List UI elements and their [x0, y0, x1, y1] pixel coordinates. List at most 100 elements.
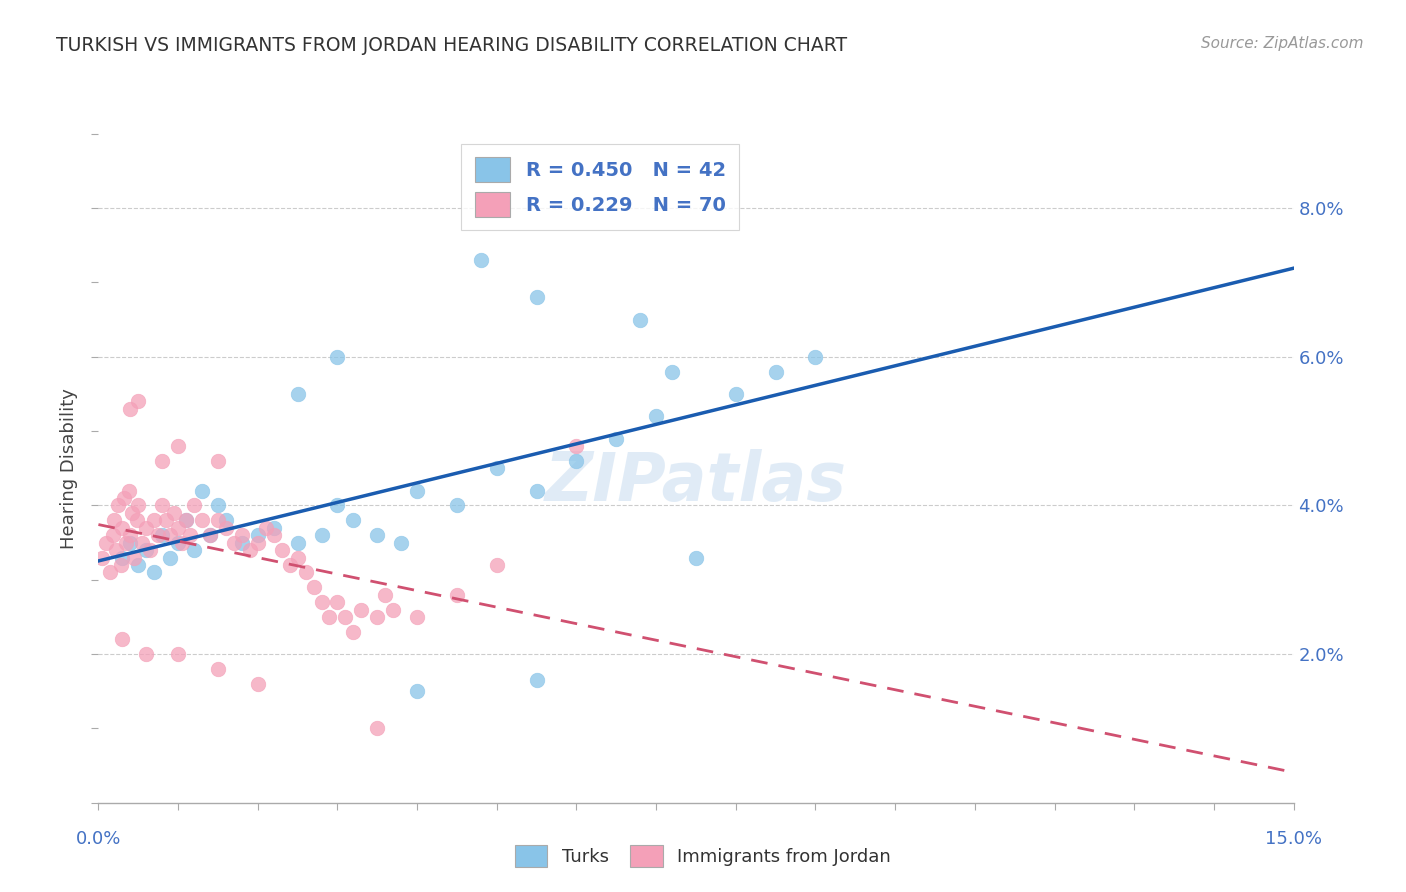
Point [287, 387, 309, 401]
Point [246, 528, 269, 542]
Point [183, 543, 205, 558]
Point [526, 673, 548, 688]
Point [174, 513, 197, 527]
Point [150, 499, 173, 513]
Point [91, 550, 114, 565]
Point [110, 558, 132, 572]
Point [287, 535, 309, 549]
Point [163, 506, 186, 520]
Point [342, 624, 364, 639]
Point [645, 409, 668, 424]
Point [191, 483, 214, 498]
Point [366, 722, 388, 736]
Point [150, 528, 173, 542]
Point [526, 290, 548, 304]
Point [127, 558, 149, 572]
Point [215, 513, 238, 527]
Point [159, 550, 181, 565]
Point [143, 513, 166, 527]
Legend: R = 0.450   N = 42, R = 0.229   N = 70: R = 0.450 N = 42, R = 0.229 N = 70 [461, 144, 740, 230]
Point [135, 647, 157, 661]
Point [335, 610, 357, 624]
Point [254, 521, 277, 535]
Text: 15.0%: 15.0% [1265, 830, 1322, 847]
Text: TURKISH VS IMMIGRANTS FROM JORDAN HEARING DISABILITY CORRELATION CHART: TURKISH VS IMMIGRANTS FROM JORDAN HEARIN… [56, 36, 848, 54]
Point [127, 394, 149, 409]
Point [318, 610, 340, 624]
Point [278, 558, 301, 572]
Point [326, 350, 349, 364]
Point [565, 439, 588, 453]
Point [311, 528, 333, 542]
Point [661, 365, 683, 379]
Text: ZIPatlas: ZIPatlas [546, 449, 846, 515]
Point [125, 513, 148, 527]
Point [159, 528, 181, 542]
Point [121, 506, 143, 520]
Point [107, 499, 129, 513]
Point [804, 350, 827, 364]
Point [135, 543, 157, 558]
Point [366, 610, 388, 624]
Point [174, 513, 197, 527]
Point [239, 543, 262, 558]
Point [382, 602, 405, 616]
Legend: Turks, Immigrants from Jordan: Turks, Immigrants from Jordan [508, 838, 898, 874]
Point [139, 543, 162, 558]
Point [287, 550, 309, 565]
Point [131, 535, 153, 549]
Point [150, 454, 173, 468]
Point [485, 461, 508, 475]
Point [374, 588, 396, 602]
Point [155, 513, 177, 527]
Point [207, 662, 229, 676]
Point [446, 499, 468, 513]
Text: Source: ZipAtlas.com: Source: ZipAtlas.com [1201, 36, 1364, 51]
Point [302, 580, 325, 594]
Point [183, 499, 205, 513]
Point [191, 513, 214, 527]
Point [98, 566, 122, 580]
Point [120, 535, 142, 549]
Point [342, 513, 364, 527]
Point [96, 535, 118, 549]
Point [172, 535, 194, 549]
Point [167, 647, 190, 661]
Point [222, 535, 245, 549]
Point [406, 483, 429, 498]
Text: 0.0%: 0.0% [76, 830, 121, 847]
Point [470, 253, 492, 268]
Point [326, 595, 349, 609]
Point [167, 439, 190, 453]
Point [350, 602, 373, 616]
Point [101, 528, 124, 542]
Point [207, 454, 229, 468]
Point [406, 684, 429, 698]
Point [167, 521, 190, 535]
Point [198, 528, 221, 542]
Point [148, 528, 170, 542]
Point [311, 595, 333, 609]
Point [112, 491, 135, 505]
Point [198, 528, 221, 542]
Point [526, 483, 548, 498]
Point [485, 558, 508, 572]
Point [115, 535, 138, 549]
Point [111, 521, 134, 535]
Y-axis label: Hearing Disability: Hearing Disability [59, 388, 77, 549]
Point [389, 535, 412, 549]
Point [565, 454, 588, 468]
Point [104, 543, 127, 558]
Point [103, 513, 125, 527]
Point [127, 499, 149, 513]
Point [326, 499, 349, 513]
Point [628, 312, 651, 326]
Point [207, 513, 229, 527]
Point [231, 535, 253, 549]
Point [294, 566, 316, 580]
Point [111, 632, 134, 647]
Point [120, 528, 142, 542]
Point [366, 528, 388, 542]
Point [231, 528, 253, 542]
Point [246, 535, 269, 549]
